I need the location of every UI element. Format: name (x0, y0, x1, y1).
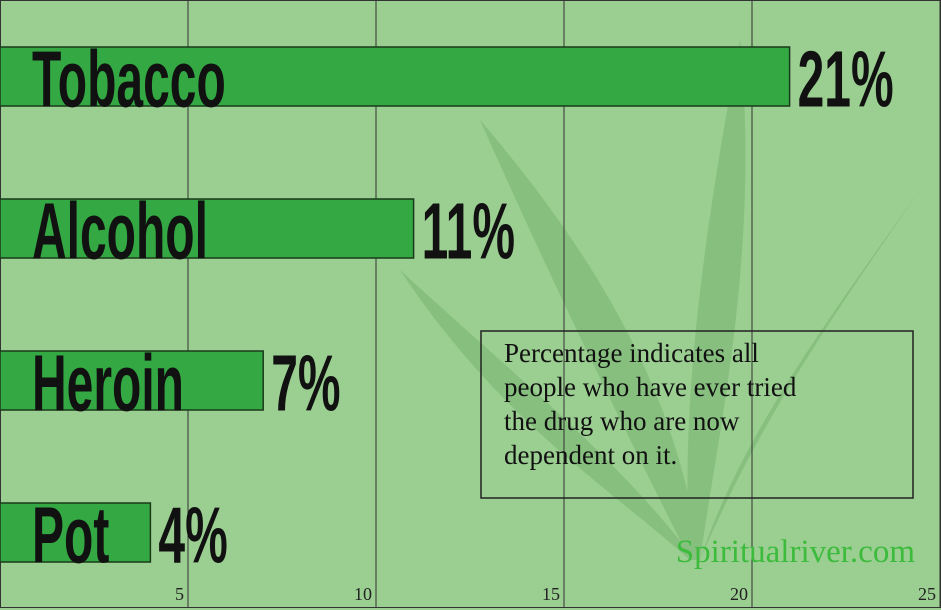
annotation-box (480, 330, 914, 499)
category-label: Pot (32, 490, 109, 580)
category-label: Tobacco (32, 34, 226, 124)
x-tick-label: 10 (354, 584, 372, 604)
x-tick-label: 15 (542, 584, 560, 604)
bar (0, 198, 415, 259)
leaf-watermark (400, 40, 920, 560)
value-label: 11% (422, 186, 515, 276)
category-label: Heroin (32, 338, 184, 428)
x-tick-label: 25 (918, 584, 936, 604)
annotation-line: the drug who are now (504, 406, 740, 436)
value-label: 4% (158, 490, 227, 580)
bar (0, 46, 791, 107)
x-tick-label: 20 (730, 584, 748, 604)
value-label: 7% (271, 338, 340, 428)
value-label: 21% (798, 34, 894, 124)
annotation-line: dependent on it. (504, 440, 677, 470)
bar (0, 350, 264, 411)
annotation-line: Percentage indicates all (504, 338, 759, 368)
bar (0, 502, 152, 563)
x-tick-label: 5 (175, 584, 184, 604)
category-label: Alcohol (32, 186, 208, 276)
annotation-line: people who have ever tried (504, 372, 797, 402)
watermark: Spiritualriver.com (676, 534, 916, 570)
